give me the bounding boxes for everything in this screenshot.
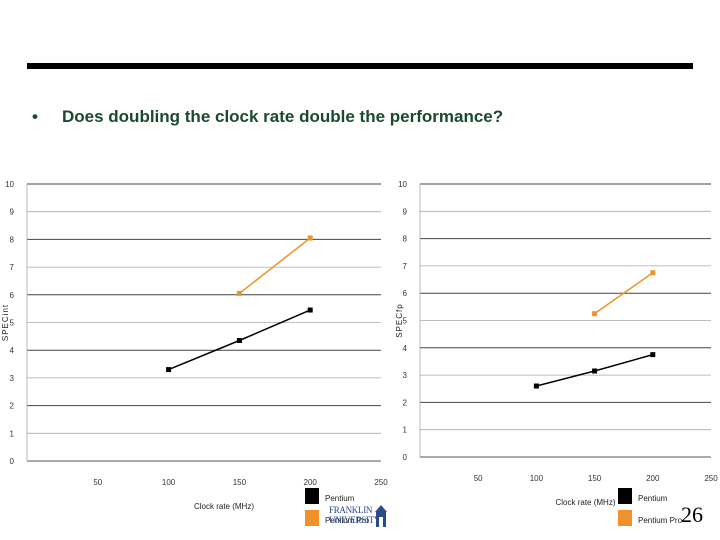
x-axis-label: Clock rate (MHz) — [194, 502, 254, 511]
question-text: Does doubling the clock rate double the … — [62, 107, 504, 126]
y-axis-label: SPECfp — [395, 303, 404, 337]
x-tick-label: 100 — [162, 478, 176, 487]
y-tick-label: 1 — [10, 429, 15, 438]
y-tick-label: 9 — [403, 207, 408, 216]
x-tick-label: 250 — [704, 474, 718, 483]
y-tick-label: 2 — [403, 398, 408, 407]
y-tick-label: 8 — [10, 235, 15, 244]
logo-building-icon — [375, 505, 387, 527]
y-tick-label: 7 — [10, 263, 15, 272]
y-tick-label: 1 — [403, 426, 408, 435]
y-tick-label: 9 — [10, 208, 15, 217]
legend-label: Pentium Pro — [638, 516, 683, 525]
y-tick-label: 0 — [403, 453, 408, 462]
y-tick-label: 5 — [403, 317, 408, 326]
x-tick-label: 100 — [530, 474, 544, 483]
x-tick-label: 50 — [93, 478, 102, 487]
data-point — [592, 311, 598, 317]
y-tick-label: 6 — [10, 291, 15, 300]
bullet-question: • Does doubling the clock rate double the… — [32, 107, 503, 131]
legend-swatch — [618, 488, 632, 504]
y-tick-label: 2 — [10, 402, 15, 411]
legend-label: Pentium — [638, 494, 668, 503]
y-tick-label: 10 — [5, 180, 14, 189]
chart-1: 0 1 2 3 4 5 6 7 8 9 10 50 100 150 200 250 Clock rate (MH… — [1, 180, 388, 526]
y-tick-label: 7 — [403, 262, 408, 271]
legend-swatch — [618, 510, 632, 526]
data-point — [650, 352, 656, 358]
data-point — [592, 368, 598, 374]
legend-swatch — [305, 510, 319, 526]
series-line — [594, 272, 654, 315]
y-tick-label: 8 — [403, 235, 408, 244]
x-tick-label: 150 — [233, 478, 247, 487]
data-point — [236, 338, 242, 344]
y-tick-label: 0 — [10, 457, 15, 466]
y-tick-label: 3 — [403, 371, 408, 380]
title-rule — [27, 63, 693, 69]
y-tick-label: 5 — [10, 319, 15, 328]
data-point — [533, 383, 539, 389]
y-tick-label: 6 — [403, 289, 408, 298]
x-tick-label: 150 — [588, 474, 602, 483]
data-point — [236, 290, 242, 296]
data-point — [307, 235, 313, 241]
data-point — [307, 307, 313, 313]
y-axis-label: SPECint — [1, 304, 10, 341]
y-tick-label: 10 — [398, 180, 407, 189]
x-tick-label: 50 — [474, 474, 483, 483]
data-point — [650, 270, 656, 276]
x-tick-label: 250 — [374, 478, 388, 487]
university-logo: FRANKLIN UNIVERSITY — [325, 503, 389, 529]
series-line — [238, 237, 311, 295]
legend-label: Pentium — [325, 494, 355, 503]
legend-swatch — [305, 488, 319, 504]
y-tick-label: 4 — [403, 344, 408, 353]
bullet-marker: • — [32, 107, 38, 126]
logo-wordmark: FRANKLIN UNIVERSITY — [329, 505, 380, 525]
page-number: 26 — [681, 502, 703, 527]
y-tick-label: 3 — [10, 374, 15, 383]
chart-2: 0 1 2 3 4 5 6 7 8 9 10 50 100 150 200 250 Clock rate (MH… — [395, 180, 718, 526]
legend-label: Pentium Pro — [325, 516, 370, 525]
data-point — [166, 367, 172, 373]
y-tick-label: 4 — [10, 346, 15, 355]
x-axis-label: Clock rate (MHz) — [555, 498, 615, 507]
x-tick-label: 200 — [646, 474, 660, 483]
x-tick-label: 200 — [304, 478, 318, 487]
